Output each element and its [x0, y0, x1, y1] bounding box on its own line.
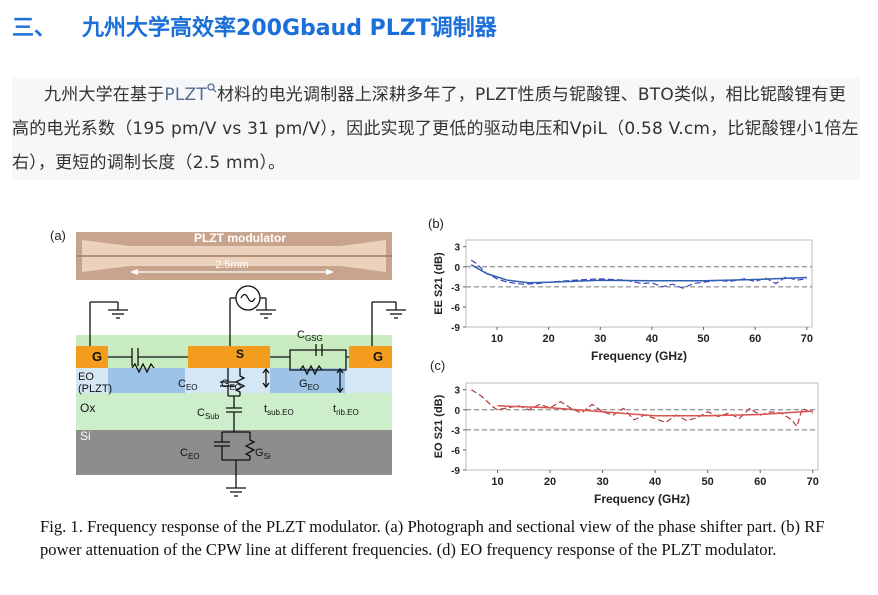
x-tick-label: 50 [702, 476, 714, 488]
y-tick-label: 0 [454, 406, 460, 417]
diagram-label: GSi [255, 447, 271, 461]
x-tick-label: 20 [544, 476, 556, 488]
label-sub: EO [186, 383, 198, 392]
diagram-label: S [236, 347, 244, 361]
heading-number: 三、 [12, 16, 57, 41]
panel-label: (b) [428, 216, 444, 231]
diagram-label: G [373, 349, 383, 364]
label-main: t [264, 403, 267, 415]
label-main: Si [80, 429, 91, 443]
label-main: G [255, 447, 264, 459]
x-tick-label: 40 [646, 333, 658, 345]
photo [76, 232, 392, 280]
label-sub: Si [264, 452, 271, 461]
label-main: C [180, 447, 188, 459]
y-tick-label: 0 [454, 263, 460, 274]
series-line [470, 264, 807, 284]
label-sub: rib.EO [336, 408, 359, 417]
diagram-label: G [92, 349, 102, 364]
label-sub: Sub [205, 412, 220, 421]
scale-label: 2.5mm [215, 259, 249, 271]
photo-title: PLZT modulator [194, 231, 286, 245]
x-tick-label: 30 [596, 476, 608, 488]
label-sub: GSG [305, 334, 323, 343]
figure-caption: Fig. 1. Frequency response of the PLZT m… [40, 517, 825, 559]
heading: 三、 九州大学高效率200Gbaud PLZT调制器 [12, 10, 497, 42]
series-line [497, 405, 813, 417]
y-tick-label: -3 [451, 426, 460, 437]
diagram-label: CEO [178, 378, 198, 392]
search-icon[interactable] [207, 83, 217, 93]
y-axis-label: EO S21 (dB) [433, 394, 445, 458]
label-main: (PLZT) [78, 383, 112, 395]
plot-area [465, 382, 819, 471]
label-main: EO [78, 371, 94, 383]
label-main: C [178, 378, 186, 390]
label-main: Ox [80, 401, 95, 415]
diagram-label: tsub.EO [264, 403, 294, 417]
x-tick-label: 70 [801, 333, 813, 345]
x-tick-label: 30 [594, 333, 606, 345]
paragraph: 九州大学在基于PLZT 材料的电光调制器上深耕多年了，PLZT性质与铌酸锂、BTO… [12, 78, 860, 180]
x-axis-label: Frequency (GHz) [591, 349, 687, 363]
panel-label: (a) [50, 228, 66, 243]
label-sub: EO [308, 383, 320, 392]
label-main: S [236, 347, 244, 361]
y-tick-label: 3 [454, 386, 460, 397]
y-tick-label: 3 [454, 243, 460, 254]
label-main: G [92, 349, 102, 364]
diagram-label: Si [80, 429, 91, 443]
paragraph-text: 九州大学在基于 [44, 85, 165, 105]
diagram-label: (PLZT) [78, 383, 112, 395]
y-tick-label: -6 [451, 446, 460, 457]
x-tick-label: 50 [697, 333, 709, 345]
x-tick-label: 20 [543, 333, 555, 345]
label-sub: EO [188, 452, 200, 461]
diagram-label: EO [78, 371, 94, 383]
diagram-label: Ox [80, 401, 95, 415]
paragraph-text: 材料的电光调制器上深耕多年了，PLZT性质与铌酸锂、BTO类似，相比铌酸锂有更高… [12, 85, 859, 173]
x-tick-label: 60 [749, 333, 761, 345]
label-main: G [221, 378, 230, 390]
y-tick-label: -9 [451, 466, 460, 477]
label-main: G [373, 349, 383, 364]
circuit [89, 285, 406, 497]
diagram-label: trib.EO [333, 403, 359, 417]
diagram-label: CSub [197, 407, 220, 421]
label-sub: EO [230, 383, 242, 392]
y-tick-label: -9 [451, 323, 460, 334]
y-tick-label: -6 [451, 303, 460, 314]
x-tick-label: 10 [491, 333, 503, 345]
label-main: C [197, 407, 205, 419]
y-axis-label: EE S21 (dB) [433, 252, 445, 315]
diagram-label: CGSG [297, 329, 323, 343]
cross-section [76, 335, 392, 475]
label-sub: sub.EO [267, 408, 294, 417]
y-tick-label: -3 [451, 283, 460, 294]
label-main: t [333, 403, 336, 415]
heading-title: 九州大学高效率200Gbaud PLZT调制器 [82, 16, 497, 41]
x-tick-label: 10 [491, 476, 503, 488]
x-tick-label: 70 [807, 476, 819, 488]
label-main: C [297, 329, 305, 341]
x-tick-label: 40 [649, 476, 661, 488]
label-main: G [299, 378, 308, 390]
x-tick-label: 60 [754, 476, 766, 488]
panel-label: (c) [430, 358, 445, 373]
x-axis-label: Frequency (GHz) [594, 492, 690, 506]
search-link[interactable]: PLZT [164, 85, 207, 105]
diagram-label: GEO [299, 378, 319, 392]
diagram-label: CEO [180, 447, 200, 461]
diagram-label: GEO [221, 378, 241, 392]
